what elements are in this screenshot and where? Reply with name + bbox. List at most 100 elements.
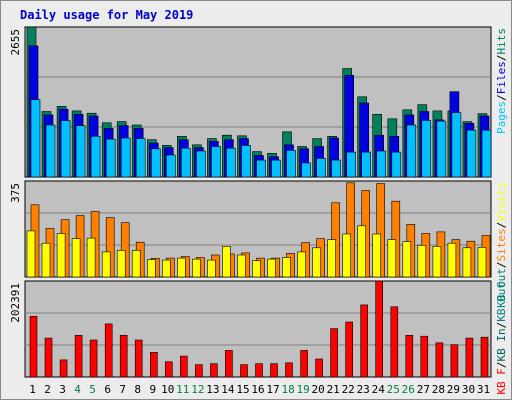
x-tick-label: 15 — [236, 383, 249, 396]
bar-kb-f-day-25 — [390, 306, 399, 378]
x-tick-label: 20 — [311, 383, 324, 396]
bar-visits-day-17 — [267, 258, 276, 278]
bar-kb-f-day-22 — [345, 321, 354, 378]
bar-kb-f-day-28 — [435, 342, 444, 378]
bar-visits-day-15 — [237, 254, 246, 278]
bar-pages-day-28 — [436, 120, 447, 178]
bar-pages-day-14 — [226, 147, 236, 178]
bar-kb-f-day-3 — [59, 359, 68, 378]
x-tick-label: 26 — [402, 383, 415, 396]
bar-pages-day-26 — [406, 124, 417, 178]
bar-kb-f-day-14 — [225, 350, 233, 378]
x-tick-label: 27 — [417, 383, 430, 396]
x-tick-label: 16 — [251, 383, 264, 396]
bar-visits-day-30 — [462, 247, 472, 278]
bar-kb-f-day-10 — [165, 361, 173, 378]
bar-visits-day-19 — [297, 251, 306, 278]
bar-pages-day-6 — [105, 138, 116, 178]
bar-pages-day-21 — [331, 159, 341, 178]
x-tick-label: 13 — [206, 383, 219, 396]
bar-visits-day-8 — [131, 250, 141, 278]
bar-kb-f-day-7 — [119, 334, 128, 378]
bar-visits-day-14 — [222, 246, 231, 278]
bar-pages-day-23 — [361, 151, 372, 178]
bar-kb-f-day-2 — [44, 337, 53, 378]
legend-entry: Visits — [495, 182, 508, 222]
bar-pages-day-27 — [421, 120, 432, 178]
x-tick-label: 10 — [161, 383, 174, 396]
bar-pages-day-31 — [481, 129, 492, 178]
x-tick-label: 25 — [387, 383, 400, 396]
bar-pages-day-16 — [256, 159, 266, 178]
bar-visits-day-25 — [387, 239, 397, 278]
x-tick-label: 18 — [281, 383, 294, 396]
legend-entry: / — [495, 322, 508, 329]
legend-entry: Hits — [495, 28, 508, 55]
legend-entry: KB F — [495, 368, 508, 395]
bar-pages-day-1 — [30, 99, 41, 178]
bar-kb-f-day-12 — [195, 364, 203, 378]
bar-pages-day-20 — [316, 158, 326, 178]
legend-3: KB F/KB In/KB Out — [495, 282, 508, 395]
x-tick-label: 12 — [191, 383, 204, 396]
bar-visits-day-2 — [41, 242, 51, 278]
x-tick-label: 3 — [59, 383, 66, 396]
bar-kb-f-day-4 — [74, 334, 83, 378]
bar-pages-day-8 — [135, 138, 146, 178]
bar-kb-f-day-18 — [285, 362, 293, 378]
bar-pages-day-10 — [166, 154, 176, 178]
y-max-label: 202391 — [9, 283, 22, 323]
bar-kb-f-day-29 — [450, 344, 459, 378]
bar-kb-f-day-16 — [255, 363, 263, 378]
bar-visits-day-3 — [56, 233, 66, 278]
x-tick-label: 19 — [296, 383, 309, 396]
bar-visits-day-20 — [312, 247, 321, 278]
legend-entry: KB Out — [495, 282, 508, 322]
bar-visits-day-6 — [101, 251, 111, 278]
bar-kb-f-day-8 — [134, 339, 143, 378]
x-tick-label: 2 — [44, 383, 51, 396]
y-max-label: 375 — [9, 183, 22, 203]
x-tick-label: 31 — [477, 383, 490, 396]
bar-visits-day-9 — [147, 259, 156, 278]
x-tick-label: 22 — [342, 383, 355, 396]
bar-visits-day-7 — [116, 250, 126, 278]
legend-entry: / — [495, 262, 508, 269]
legend-2: KB Out/Sites/Visits — [495, 182, 508, 308]
x-tick-label: 4 — [74, 383, 81, 396]
bar-pages-day-24 — [376, 150, 387, 178]
bar-visits-day-4 — [71, 238, 81, 278]
legend-entry: Files — [495, 61, 508, 94]
bar-pages-day-30 — [466, 129, 477, 178]
x-tick-label: 30 — [462, 383, 475, 396]
bar-kb-f-day-17 — [270, 363, 278, 378]
bar-pages-day-3 — [60, 120, 71, 178]
bar-kb-f-day-24 — [375, 280, 384, 378]
bar-kb-f-day-5 — [89, 339, 98, 378]
bar-pages-day-15 — [241, 145, 251, 178]
bar-kb-f-day-31 — [480, 336, 489, 378]
bar-kb-f-day-23 — [360, 304, 369, 378]
bar-pages-day-4 — [75, 125, 86, 178]
legend-entry: / — [495, 94, 508, 101]
bar-kb-f-day-11 — [180, 355, 188, 378]
bar-pages-day-19 — [301, 162, 311, 178]
bar-kb-f-day-9 — [150, 351, 158, 378]
bar-visits-day-11 — [177, 257, 186, 278]
x-tick-label: 17 — [266, 383, 279, 396]
bar-kb-f-day-30 — [465, 337, 474, 378]
x-tick-label: 9 — [149, 383, 156, 396]
bar-pages-day-17 — [271, 159, 281, 178]
x-tick-label: 23 — [357, 383, 370, 396]
bar-pages-day-25 — [391, 151, 402, 178]
bar-kb-f-day-15 — [240, 364, 248, 378]
bar-visits-day-10 — [162, 259, 171, 278]
legend-entry: KB Out — [495, 268, 508, 308]
bar-kb-f-day-6 — [104, 323, 113, 378]
legend-entry: KB In — [495, 328, 508, 361]
bar-visits-day-26 — [402, 241, 412, 278]
bar-pages-day-5 — [90, 136, 101, 178]
x-tick-label: 8 — [134, 383, 141, 396]
bar-visits-day-12 — [192, 258, 201, 278]
